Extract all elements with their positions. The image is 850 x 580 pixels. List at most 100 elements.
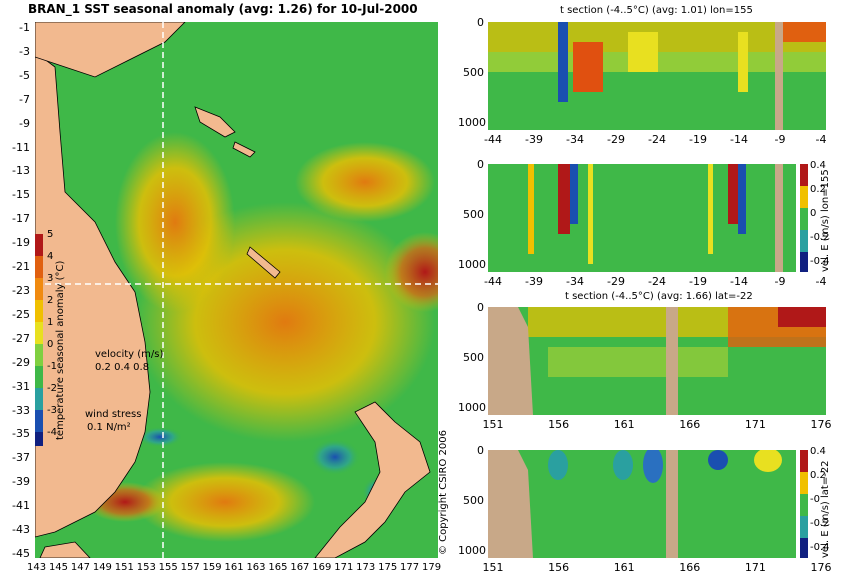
map-x-tick: 159 [202,562,222,573]
s2-x-tick: -39 [525,275,543,288]
colorbar-tick: 0 [47,339,54,350]
s1-x-tick: -19 [689,133,707,146]
section2-land-gap [775,164,783,272]
section2-velocity-lon155[interactable] [488,164,796,272]
s1-x-tick: -24 [648,133,666,146]
warm-anomaly-coral-sea [115,132,235,312]
s3-x-tick: 151 [482,418,504,431]
section4-colorbar-label: vel. E (m/s) lat=-22 [820,460,831,558]
map-y-tick: -35 [12,427,30,441]
map-x-tick: 179 [422,562,442,573]
australia-landmass [35,51,151,538]
map-y-tick: -41 [12,499,30,513]
s1-y-tick: 1000 [458,116,486,129]
map-x-tick: 175 [378,562,398,573]
map-x-tick: 149 [92,562,112,573]
map-y-tick: -15 [12,188,30,202]
section1-title: t section (-4..5°C) (avg: 1.01) lon=155 [560,5,753,16]
s3-y-tick: 1000 [458,401,486,414]
s2-colorbar-tick: -0.4 [810,256,830,267]
section3-land-left [488,307,533,415]
new-guinea-landmass [35,22,186,78]
colorbar-label: temperature seasonal anomaly (°C) [55,260,66,440]
s2-y-tick: 1000 [458,258,486,271]
sst-anomaly-map[interactable]: 5 4 3 2 1 0 -1 -2 -3 -4 temperature seasonal anom… [35,22,438,558]
s1-x-tick: -44 [484,133,502,146]
map-x-tick: 147 [70,562,90,573]
section2-svg [488,164,796,272]
s1-y-tick: 500 [463,66,484,79]
map-y-tick: -1 [19,21,30,34]
section3-title: t section (-4..5°C) (avg: 1.66) lat=-22 [565,291,753,302]
temperature-colorbar [35,234,43,446]
s3-y-tick: 500 [463,351,484,364]
map-y-tick: -39 [12,475,30,489]
section4-colorbar [800,450,808,558]
map-y-tick: -17 [12,212,30,226]
map-x-tick: 155 [158,562,178,573]
section3-land-gap [666,307,678,415]
colorbar-tick: -4 [47,427,57,438]
map-y-tick: -5 [19,68,30,82]
s2-x-tick: -24 [648,275,666,288]
s1-x-tick: -39 [525,133,543,146]
map-y-tick: -21 [12,260,30,274]
s3-x-tick: 171 [744,418,766,431]
s2-x-tick: -9 [774,275,786,288]
colorbar-tick: 5 [47,229,54,240]
map-y-tick: -43 [12,523,30,537]
s4-x-tick: 156 [548,561,570,574]
map-y-tick: -37 [12,451,30,465]
s3-x-tick: 176 [810,418,832,431]
map-x-tick: 171 [334,562,354,573]
s1-x-tick: -14 [730,133,748,146]
colorbar-tick: 1 [47,317,54,328]
s2-colorbar-tick: 0 [810,208,817,219]
map-y-tick: -3 [19,44,30,58]
warm-anomaly-tasman [135,462,315,542]
section2-colorbar [800,164,808,272]
s4-x-tick: 166 [679,561,701,574]
colorbar-tick: -1 [47,361,57,372]
colorbar-tick: 3 [47,273,54,284]
section2-colorbar-label: vel. E (m/s) lon=155 [820,169,831,272]
s4-y-tick: 0 [477,444,484,457]
solomon-islands [194,106,236,138]
s2-x-tick: -19 [689,275,707,288]
section4-land-left [488,450,533,558]
map-y-tick: -29 [12,355,30,369]
map-y-tick: -11 [12,140,30,154]
map-y-tick: -45 [12,547,30,560]
section4-land-gap [666,450,678,558]
s4-colorbar-tick: -0 [810,494,820,505]
s2-y-tick: 0 [477,158,484,171]
s3-x-tick: 161 [613,418,635,431]
s2-x-tick: -29 [607,275,625,288]
s2-x-tick: -34 [566,275,584,288]
map-x-tick: 151 [114,562,134,573]
new-caledonia [246,246,281,279]
s3-x-tick: 166 [679,418,701,431]
warm-anomaly-fiji [295,142,435,222]
s1-x-tick: -34 [566,133,584,146]
s3-y-tick: 0 [477,301,484,314]
velocity-legend-label: velocity (m/s) [95,349,164,360]
section4-colorbar-svg [800,450,808,558]
s4-colorbar-tick: -0.2 [810,518,830,529]
s4-y-tick: 500 [463,494,484,507]
map-x-tick: 177 [400,562,420,573]
s1-x-tick: -29 [607,133,625,146]
map-y-tick: -9 [19,116,30,130]
section3-temperature-lat-22[interactable] [488,307,826,415]
section4-velocity-lat-22[interactable] [488,450,796,558]
s2-x-tick: -4 [815,275,827,288]
section3-svg [488,307,826,415]
map-x-tick: 145 [48,562,69,573]
section1-svg [488,22,826,130]
s2-y-tick: 500 [463,208,484,221]
s4-colorbar-tick: 0.4 [810,446,826,457]
map-y-tick: -23 [12,284,30,297]
section1-temperature-lon155[interactable] [488,22,826,130]
s2-colorbar-tick: -0.2 [810,232,830,243]
hot-anomaly-east-edge [385,232,438,312]
